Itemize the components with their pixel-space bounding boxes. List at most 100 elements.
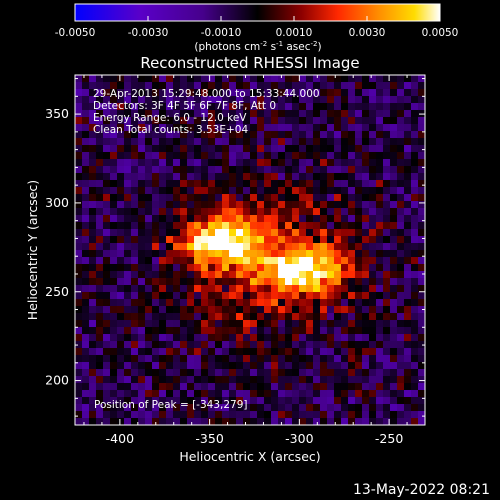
heatmap-cell bbox=[390, 404, 398, 412]
heatmap-cell bbox=[257, 292, 265, 300]
heatmap-cell bbox=[376, 285, 384, 293]
heatmap-cell bbox=[299, 124, 307, 132]
heatmap-cell bbox=[250, 89, 258, 97]
heatmap-cell bbox=[201, 341, 209, 349]
heatmap-cell bbox=[222, 222, 230, 230]
heatmap-cell bbox=[82, 194, 90, 202]
heatmap-cell bbox=[229, 138, 237, 146]
heatmap-cell bbox=[103, 376, 111, 384]
heatmap-cell bbox=[138, 306, 146, 314]
heatmap-cell bbox=[96, 236, 104, 244]
heatmap-cell bbox=[229, 180, 237, 188]
heatmap-cell bbox=[418, 369, 425, 377]
heatmap-cell bbox=[390, 180, 398, 188]
heatmap-cell bbox=[89, 411, 97, 419]
heatmap-cell bbox=[236, 285, 244, 293]
heatmap-cell bbox=[306, 348, 314, 356]
heatmap-cell bbox=[348, 187, 356, 195]
heatmap-cell bbox=[404, 124, 412, 132]
heatmap-cell bbox=[418, 103, 425, 111]
heatmap-cell bbox=[418, 327, 425, 335]
colorbar-tick-label: 0.0030 bbox=[349, 27, 386, 39]
heatmap-cell bbox=[82, 222, 90, 230]
colorbar-unit-label: (photons cm-2 s-1 asec-2) bbox=[194, 40, 321, 53]
heatmap-cell bbox=[103, 124, 111, 132]
heatmap-cell bbox=[404, 285, 412, 293]
heatmap-cell bbox=[257, 131, 265, 139]
heatmap-cell bbox=[96, 131, 104, 139]
heatmap-cell bbox=[236, 152, 244, 160]
heatmap-cell bbox=[383, 201, 391, 209]
heatmap-cell bbox=[292, 103, 300, 111]
heatmap-cell bbox=[383, 306, 391, 314]
heatmap-cell bbox=[320, 313, 328, 321]
heatmap-cell bbox=[299, 215, 307, 223]
heatmap-cell bbox=[236, 138, 244, 146]
heatmap-cell bbox=[397, 278, 405, 286]
heatmap-cell bbox=[96, 145, 104, 153]
heatmap-cell bbox=[306, 138, 314, 146]
heatmap-cell bbox=[278, 166, 286, 174]
heatmap-cell bbox=[138, 222, 146, 230]
heatmap-cell bbox=[292, 124, 300, 132]
heatmap-cell bbox=[348, 334, 356, 342]
heatmap-cell bbox=[215, 411, 223, 419]
heatmap-cell bbox=[152, 369, 160, 377]
heatmap-cell bbox=[236, 236, 244, 244]
heatmap-cell bbox=[152, 355, 160, 363]
heatmap-cell bbox=[180, 173, 188, 181]
heatmap-cell bbox=[82, 390, 90, 398]
heatmap-cell bbox=[411, 96, 419, 104]
heatmap-cell bbox=[124, 383, 132, 391]
heatmap-cell bbox=[201, 124, 209, 132]
heatmap-cell bbox=[397, 145, 405, 153]
heatmap-cell bbox=[390, 320, 398, 328]
heatmap-cell bbox=[173, 341, 181, 349]
heatmap-cell bbox=[145, 96, 153, 104]
heatmap-cell bbox=[320, 341, 328, 349]
heatmap-cell bbox=[152, 159, 160, 167]
heatmap-cell bbox=[152, 236, 160, 244]
heatmap-cell bbox=[264, 320, 272, 328]
heatmap-cell bbox=[271, 250, 279, 258]
heatmap-cell bbox=[362, 187, 370, 195]
heatmap-cell bbox=[278, 376, 286, 384]
heatmap-cell bbox=[390, 334, 398, 342]
heatmap-cell bbox=[369, 264, 377, 272]
heatmap-cell bbox=[180, 138, 188, 146]
heatmap-cell bbox=[348, 110, 356, 118]
heatmap-cell bbox=[110, 243, 118, 251]
heatmap-cell bbox=[243, 117, 251, 125]
heatmap-cell bbox=[166, 166, 174, 174]
heatmap-cell bbox=[355, 145, 363, 153]
heatmap-cell bbox=[236, 194, 244, 202]
heatmap-cell bbox=[131, 117, 139, 125]
heatmap-cell bbox=[131, 313, 139, 321]
heatmap-cell bbox=[82, 299, 90, 307]
heatmap-cell bbox=[124, 103, 132, 111]
heatmap-cell bbox=[208, 355, 216, 363]
heatmap-cell bbox=[250, 222, 258, 230]
heatmap-cell bbox=[257, 243, 265, 251]
heatmap-cell bbox=[96, 390, 104, 398]
heatmap-cell bbox=[278, 411, 286, 419]
heatmap-cell bbox=[96, 313, 104, 321]
heatmap-cell bbox=[173, 376, 181, 384]
heatmap-cell bbox=[103, 89, 111, 97]
heatmap-cell bbox=[320, 152, 328, 160]
heatmap-cell bbox=[362, 376, 370, 384]
heatmap-cell bbox=[152, 124, 160, 132]
heatmap-cell bbox=[159, 138, 167, 146]
heatmap-cell bbox=[187, 299, 195, 307]
x-tick-label: -250 bbox=[375, 431, 403, 446]
heatmap-cell bbox=[369, 159, 377, 167]
heatmap-cell bbox=[278, 257, 286, 265]
heatmap-cell bbox=[89, 187, 97, 195]
heatmap-cell bbox=[306, 397, 314, 405]
heatmap-cell bbox=[131, 138, 139, 146]
heatmap-cell bbox=[138, 82, 146, 90]
heatmap-cell bbox=[411, 159, 419, 167]
heatmap-cell bbox=[159, 110, 167, 118]
heatmap-cell bbox=[82, 264, 90, 272]
heatmap-cell bbox=[271, 194, 279, 202]
